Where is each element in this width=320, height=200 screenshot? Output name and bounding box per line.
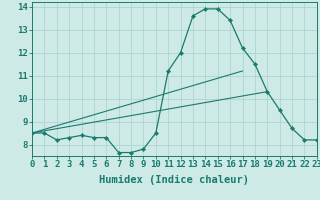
X-axis label: Humidex (Indice chaleur): Humidex (Indice chaleur) bbox=[100, 175, 249, 185]
